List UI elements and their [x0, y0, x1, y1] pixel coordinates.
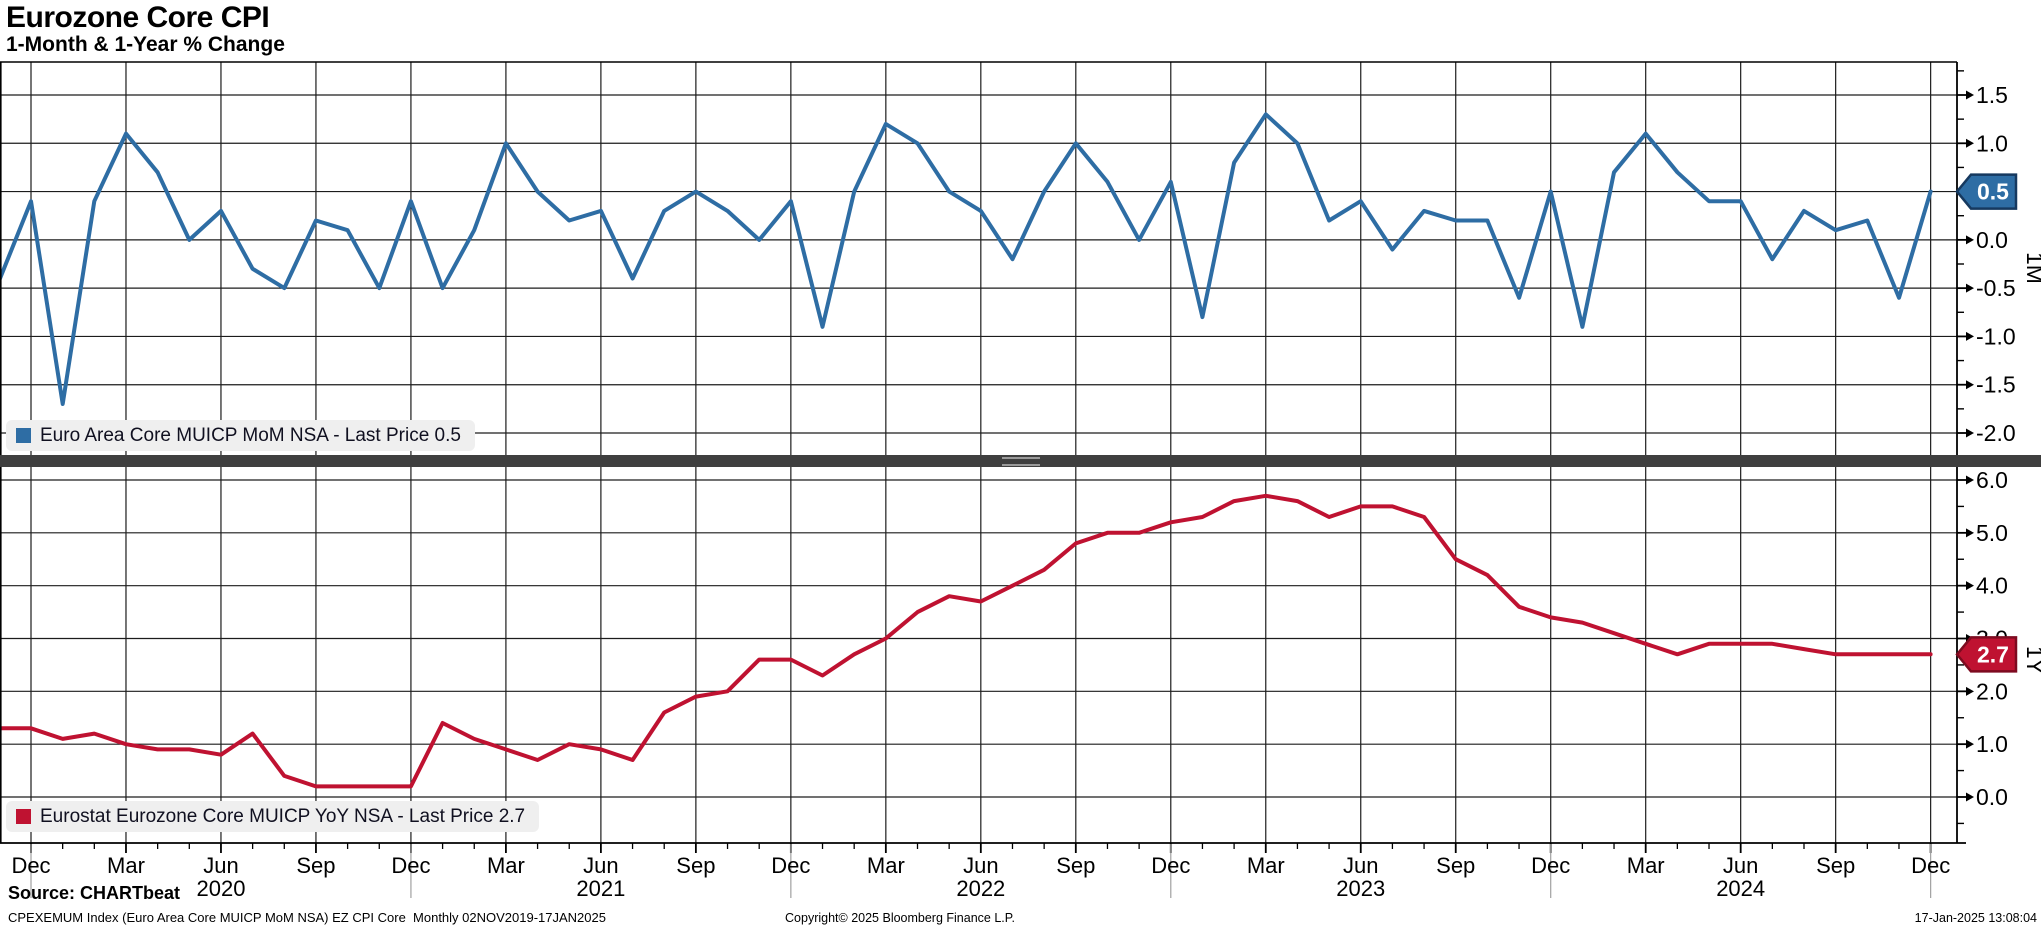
xtick-label: Dec — [1151, 853, 1190, 878]
ytick-label: -2.0 — [1976, 420, 2016, 446]
ytick-label: 0.0 — [1976, 227, 2008, 253]
xtick-label: Mar — [487, 853, 525, 878]
tick-arrow-icon — [1966, 90, 1974, 100]
red-series-swatch-icon — [16, 809, 31, 824]
xtick-label: Dec — [391, 853, 430, 878]
tick-arrow-icon — [1966, 235, 1974, 245]
last-price-value-1y: 2.7 — [1977, 641, 2009, 667]
tick-arrow-icon — [1966, 428, 1974, 438]
last-price-tag-1m: 0.5 — [1955, 173, 2018, 210]
page-title: Eurozone Core CPI — [6, 1, 270, 34]
xtick-label: Sep — [676, 853, 715, 878]
xtick-label: Mar — [867, 853, 905, 878]
xtick-label: Mar — [1247, 853, 1285, 878]
top-panel-axis-title: 1M — [2022, 252, 2041, 284]
tick-arrow-icon — [1966, 739, 1974, 749]
ytick-label: -0.5 — [1976, 275, 2016, 301]
blue-series-swatch-icon — [16, 428, 31, 443]
xtick-label: Sep — [1816, 853, 1855, 878]
xtick-label: Jun — [1723, 853, 1758, 878]
copyright-note: Copyright© 2025 Bloomberg Finance L.P. — [785, 911, 1015, 925]
xtick-label: Dec — [771, 853, 810, 878]
year-label: 2021 — [576, 876, 625, 901]
tick-arrow-icon — [1966, 138, 1974, 148]
axis-ticks-and-labels: 1.51.00.0-0.5-1.0-1.5-2.06.05.04.03.02.0… — [11, 70, 2016, 901]
tick-arrow-icon — [1966, 331, 1974, 341]
xtick-label: Jun — [963, 853, 998, 878]
ytick-label: 1.0 — [1976, 731, 2008, 757]
xtick-label: Jun — [1343, 853, 1378, 878]
xtick-label: Dec — [11, 853, 50, 878]
ytick-label: 0.0 — [1976, 784, 2008, 810]
legend-bottom-panel: Eurostat Eurozone Core MUICP YoY NSA - L… — [6, 801, 540, 832]
xtick-label: Mar — [107, 853, 145, 878]
gridlines — [0, 62, 1957, 843]
legend-bottom-label: Eurostat Eurozone Core MUICP YoY NSA - L… — [40, 805, 526, 827]
series-lines — [0, 112, 1933, 789]
timestamp: 17-Jan-2025 13:08:04 — [1914, 911, 2037, 925]
year-label: 2022 — [956, 876, 1005, 901]
ytick-label: 1.0 — [1976, 130, 2008, 156]
tick-arrow-icon — [1966, 380, 1974, 390]
ticker-note: CPEXEMUM Index (Euro Area Core MUICP MoM… — [8, 910, 606, 925]
year-label: 2024 — [1716, 876, 1765, 901]
xtick-label: Mar — [1627, 853, 1665, 878]
ytick-label: -1.5 — [1976, 372, 2016, 398]
xtick-label: Sep — [296, 853, 335, 878]
series-1y — [0, 493, 1933, 789]
tick-arrow-icon — [1966, 528, 1974, 538]
tick-arrow-icon — [1966, 686, 1974, 696]
tick-arrow-icon — [1966, 283, 1974, 293]
ytick-label: -1.0 — [1976, 323, 2016, 349]
last-price-value-1m: 0.5 — [1977, 179, 2009, 205]
xtick-label: Jun — [203, 853, 238, 878]
xtick-label: Dec — [1911, 853, 1950, 878]
ytick-label: 6.0 — [1976, 467, 2008, 493]
panel-splitter[interactable] — [0, 455, 2041, 467]
year-label: 2020 — [196, 876, 245, 901]
axes — [0, 61, 1966, 844]
ytick-label: 4.0 — [1976, 573, 2008, 599]
splitter-grip-icon — [1001, 456, 1040, 466]
ytick-label: 5.0 — [1976, 520, 2008, 546]
source-note: Source: CHARTbeat — [8, 883, 181, 903]
ytick-label: 1.5 — [1976, 82, 2008, 108]
bottom-panel-axis-title: 1Y — [2022, 646, 2041, 674]
last-price-tag-1y: 2.7 — [1955, 636, 2018, 673]
legend-top-label: Euro Area Core MUICP MoM NSA - Last Pric… — [40, 424, 461, 446]
page-subtitle: 1-Month & 1-Year % Change — [6, 33, 285, 56]
legend-top-panel: Euro Area Core MUICP MoM NSA - Last Pric… — [6, 420, 475, 451]
ytick-label: 2.0 — [1976, 678, 2008, 704]
series-1m — [0, 112, 1933, 406]
year-label: 2023 — [1336, 876, 1385, 901]
xtick-label: Sep — [1056, 853, 1095, 878]
xtick-label: Sep — [1436, 853, 1475, 878]
tick-arrow-icon — [1966, 581, 1974, 591]
tick-arrow-icon — [1966, 475, 1974, 485]
xtick-label: Dec — [1531, 853, 1570, 878]
tick-arrow-icon — [1966, 792, 1974, 802]
xtick-label: Jun — [583, 853, 618, 878]
